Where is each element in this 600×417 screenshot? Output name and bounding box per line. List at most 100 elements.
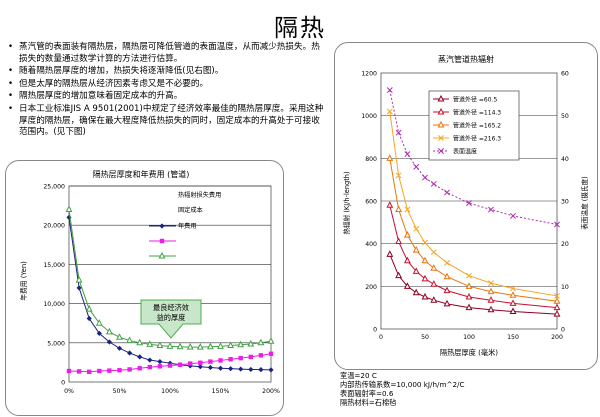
data-point-2	[257, 338, 265, 346]
data-point-0	[443, 299, 451, 307]
plot-area	[68, 185, 272, 383]
note-line: 隔热材料=石棉毡	[340, 398, 397, 407]
data-point-1	[228, 357, 233, 362]
bullet-list: 蒸汽管的表面装有隔热层，隔热层可降低管道的表面温度，从而减少热损失。热损失的数量…	[8, 42, 328, 140]
data-point-1	[157, 364, 163, 369]
data-point-1	[487, 296, 495, 303]
y-tick-label: 1000	[361, 113, 377, 120]
data-point-0	[553, 309, 561, 317]
data-point-0	[127, 350, 133, 356]
x-tick-label: 0	[379, 334, 383, 341]
data-point-1	[208, 359, 213, 364]
note-line: 室温=20 C	[340, 371, 377, 380]
y2-tick-label: 40	[561, 156, 569, 163]
data-point-1	[553, 303, 561, 311]
data-point-2	[136, 338, 144, 346]
y-tick-label: 10,000	[43, 301, 65, 308]
data-point-2	[395, 205, 403, 213]
data-point-0	[228, 366, 234, 372]
annotation-text: 最良经济效	[153, 303, 189, 312]
annotation-text: 益的厚度	[157, 313, 186, 322]
data-point-1	[395, 237, 403, 245]
y2-tick-label: 60	[561, 71, 569, 78]
data-point-0	[386, 250, 394, 257]
data-point-3	[488, 280, 494, 287]
y-tick-label: 800	[365, 156, 377, 163]
data-point-1	[218, 358, 223, 363]
data-point-0	[465, 303, 473, 311]
data-point-1	[137, 366, 142, 371]
data-point-3	[466, 272, 472, 279]
data-point-2	[105, 327, 113, 335]
y-tick-label: 0	[61, 380, 65, 387]
note-line: 表面辐射率=0.6	[340, 389, 394, 398]
data-point-0	[137, 354, 143, 360]
data-point-1	[386, 201, 394, 208]
x-tick-label: 0%	[64, 388, 74, 395]
x-tick-label: 100	[463, 334, 475, 341]
annual-cost-chart-panel: 隔热层厚度和年费用 (管道) 0 5,000 10,000 15,000 20,000 25…	[5, 160, 284, 416]
data-point-2	[237, 340, 245, 348]
data-point-2	[403, 231, 411, 238]
data-point-1	[107, 368, 112, 373]
data-point-2	[386, 154, 394, 161]
legend-label: 表面温度	[453, 148, 477, 156]
legend-label: 管道外径 =60.5	[453, 96, 497, 104]
data-point-1	[167, 363, 173, 368]
data-point-1	[127, 367, 132, 372]
data-point-4	[386, 87, 393, 94]
data-point-2	[85, 305, 93, 312]
data-point-3	[404, 206, 411, 213]
legend-label: 热辐射损失费用	[178, 191, 221, 199]
data-point-1	[117, 368, 122, 373]
data-point-1	[430, 280, 438, 287]
legend-marker	[159, 223, 165, 229]
data-point-0	[106, 339, 112, 345]
x-tick-label: 200	[551, 334, 563, 341]
data-point-4	[404, 151, 411, 158]
data-point-1	[443, 286, 451, 294]
data-point-1	[412, 267, 420, 274]
data-point-1	[268, 351, 274, 356]
data-point-3	[444, 259, 450, 266]
x-tick-label: 200%	[262, 388, 280, 395]
data-point-2	[553, 297, 561, 304]
data-point-0	[403, 282, 411, 289]
data-point-1	[177, 362, 183, 367]
y-tick-label: 20,000	[43, 223, 65, 230]
legend-marker	[159, 238, 165, 244]
data-point-1	[188, 361, 193, 366]
bullet-item: 随着隔热层厚度的增加，热损失将逐渐降低(见右图)。	[8, 66, 328, 78]
data-point-2	[227, 341, 235, 349]
legend-marker	[438, 148, 444, 154]
data-point-2	[75, 275, 83, 283]
y-axis-label: 热辐射 (KJ/h-length)	[342, 171, 351, 234]
data-point-2	[65, 205, 73, 213]
data-point-0	[412, 288, 420, 296]
annual-cost-chart: 隔热层厚度和年费用 (管道) 0 5,000 10,000 15,000 20,000 25…	[19, 169, 280, 395]
legend-marker	[437, 107, 445, 115]
y-tick-label: 400	[365, 241, 377, 248]
data-point-0	[395, 271, 403, 279]
legend-marker	[438, 135, 444, 141]
y-tick-label: 0	[373, 327, 377, 334]
conditions-notes: 室温=20 C 内部热传输系数=10,000 kJ/h/m^2/C 表面辐射率=…	[340, 371, 465, 407]
x-tick-label: 150%	[212, 388, 230, 395]
y-tick-label: 200	[365, 284, 377, 291]
y2-tick-label: 0	[561, 327, 565, 334]
y2-axis-label: 表面温度 (摄氏度)	[580, 176, 589, 229]
x-tick-label: 50%	[113, 388, 127, 395]
heat-radiation-chart: 蒸汽管道热辐射020040060080010001200010203040506…	[342, 54, 589, 357]
data-point-3	[413, 225, 420, 232]
data-point-1	[97, 368, 102, 374]
data-point-4	[422, 174, 428, 181]
legend-marker	[437, 120, 445, 128]
legend-label: 年费用	[178, 222, 197, 230]
x-tick-label: 100%	[161, 388, 179, 395]
data-point-2	[421, 256, 429, 264]
optimum-annotation-box	[140, 299, 202, 339]
data-point-2	[443, 272, 451, 280]
data-point-2	[206, 342, 214, 350]
legend-marker	[158, 251, 166, 259]
series-line-4	[389, 89, 558, 225]
